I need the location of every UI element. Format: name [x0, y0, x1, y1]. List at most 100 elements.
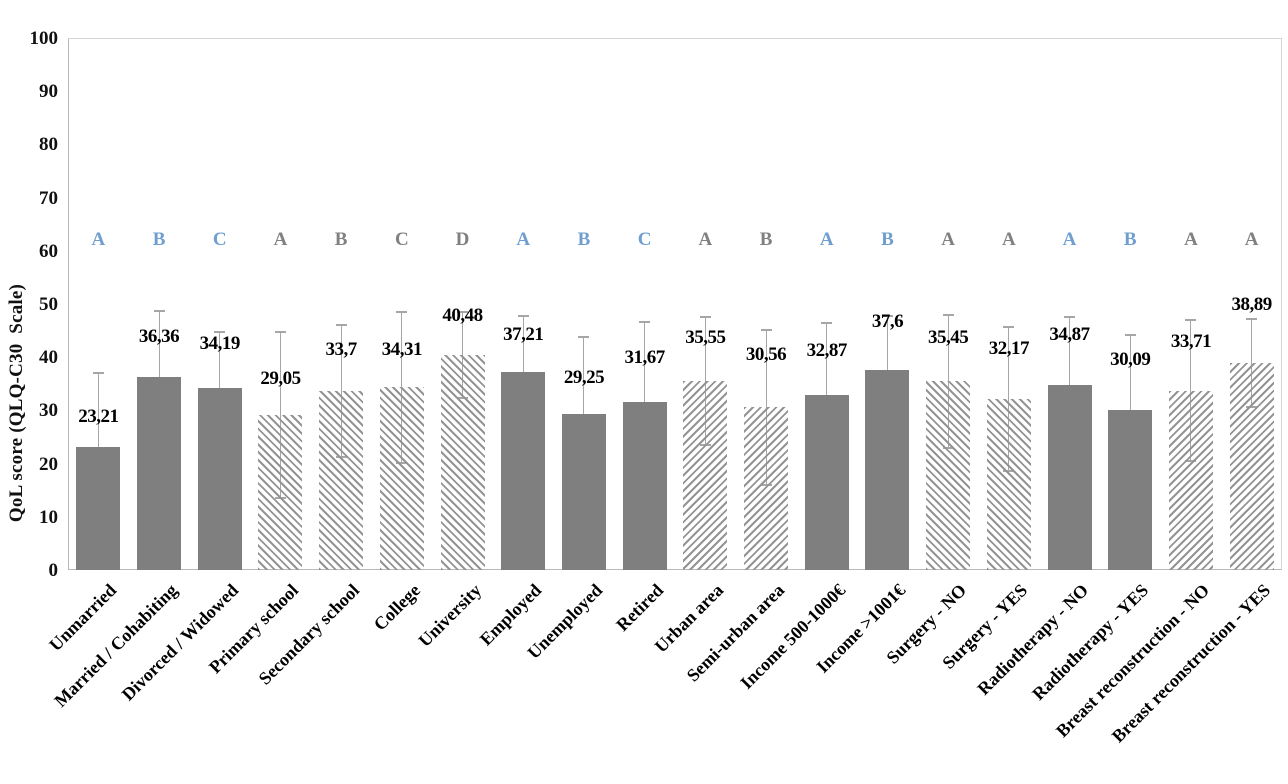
- significance-letter: A: [1062, 229, 1077, 251]
- error-bar: [1008, 327, 1010, 471]
- bar-value-label: 38,89: [1231, 294, 1273, 316]
- bar-value-label: 33,7: [325, 338, 358, 360]
- bar-value-label: 37,6: [871, 311, 904, 333]
- error-bar-cap: [335, 323, 347, 326]
- error-bar: [522, 316, 524, 428]
- significance-letter: B: [577, 229, 591, 251]
- x-axis-category-label: Radiotherapy - NO: [972, 580, 1092, 699]
- error-bar-cap: [1124, 333, 1136, 336]
- error-bar-cap: [1246, 317, 1258, 320]
- significance-letter: A: [1001, 229, 1016, 251]
- y-tick-label: 0: [48, 560, 59, 581]
- significance-letter: B: [1123, 229, 1137, 251]
- error-bar: [644, 322, 646, 481]
- bar-value-label: 32,17: [988, 338, 1030, 360]
- error-bar: [279, 332, 281, 499]
- error-bar: [97, 372, 99, 521]
- error-bar-cap: [639, 321, 651, 324]
- error-bar: [1190, 319, 1192, 462]
- bar-divorced-widowed: [197, 388, 242, 570]
- bar-employed: [501, 372, 546, 570]
- error-bar: [1069, 316, 1071, 453]
- bar-income-500-1000-: [804, 395, 849, 570]
- significance-letter: B: [881, 229, 894, 251]
- error-bar-cap: [821, 321, 833, 324]
- plot-area: [68, 38, 1282, 570]
- bar-value-label: 34,87: [1049, 323, 1090, 345]
- error-bar: [1251, 318, 1253, 408]
- bar-radiotherapy-no: [1047, 384, 1092, 570]
- bar-value-label: 36,36: [138, 325, 180, 347]
- significance-letter: B: [334, 229, 348, 251]
- significance-letter: A: [941, 229, 956, 251]
- error-bar: [219, 331, 221, 445]
- x-axis-category-label: University: [413, 580, 485, 651]
- bar-college: [379, 387, 424, 570]
- x-axis-category-label: Radiotherapy - YES: [1028, 580, 1153, 704]
- significance-letter: A: [516, 229, 531, 251]
- bar-value-label: 29,05: [260, 368, 301, 389]
- significance-letter: A: [1184, 229, 1198, 251]
- error-bar-cap: [578, 336, 590, 339]
- bar-radiotherapy-yes: [1108, 409, 1153, 570]
- bar-value-label: 30,09: [1110, 348, 1151, 370]
- y-tick-label: 80: [39, 134, 58, 156]
- bar-married-cohabiting: [137, 376, 182, 570]
- error-bar-cap: [396, 310, 408, 313]
- y-tick-label: 50: [39, 294, 58, 315]
- bar-value-label: 40,48: [442, 305, 483, 327]
- bar-surgery-yes: [986, 398, 1031, 570]
- error-bar-cap: [942, 313, 954, 316]
- error-bar: [158, 311, 160, 442]
- y-tick-label: 100: [29, 28, 59, 49]
- error-bar-cap: [1185, 318, 1197, 321]
- significance-letter: C: [637, 229, 652, 251]
- error-bar-cap: [1064, 315, 1076, 318]
- error-bar-cap: [699, 316, 711, 319]
- bar-semi-urban-area: [744, 407, 789, 570]
- error-bar: [401, 311, 403, 463]
- y-tick-label: 90: [39, 81, 58, 103]
- bar-value-label: 32,87: [806, 339, 848, 361]
- y-tick-label: 40: [39, 347, 58, 369]
- error-bar: [826, 322, 828, 468]
- bar-value-label: 35,55: [685, 327, 726, 349]
- bar-university: [440, 354, 485, 570]
- significance-letter: D: [455, 229, 470, 251]
- bar-unmarried: [76, 446, 121, 570]
- bar-income-1001-: [865, 369, 910, 570]
- bar-surgery-no: [926, 381, 971, 570]
- bar-value-label: 34,31: [381, 338, 423, 360]
- bar-value-label: 33,71: [1170, 330, 1212, 352]
- bar-breast-reconstruction-no: [1168, 390, 1213, 570]
- bar-urban-area: [683, 380, 728, 570]
- significance-letter: A: [819, 229, 834, 251]
- bar-value-label: 30,56: [745, 344, 787, 366]
- significance-letter: A: [698, 229, 713, 251]
- significance-letter: C: [394, 229, 409, 251]
- bar-value-label: 29,25: [563, 366, 605, 388]
- error-bar-cap: [881, 314, 893, 317]
- bar-value-label: 35,45: [928, 327, 969, 349]
- bar-breast-reconstruction-yes: [1229, 363, 1274, 570]
- error-bar: [340, 324, 342, 457]
- bar-unemployed: [561, 414, 606, 570]
- error-bar-cap: [1003, 326, 1015, 329]
- bar-value-label: 34,19: [199, 332, 241, 354]
- error-bar: [886, 315, 888, 425]
- error-bar-cap: [92, 371, 104, 374]
- error-bar: [1129, 334, 1131, 485]
- error-bar-cap: [274, 331, 286, 334]
- error-bar: [947, 314, 949, 448]
- y-tick-label: 20: [39, 453, 58, 475]
- significance-letter: B: [152, 229, 166, 251]
- error-bar: [704, 317, 706, 445]
- significance-letter: B: [759, 229, 773, 251]
- y-tick-label: 70: [39, 187, 58, 209]
- error-bar-cap: [214, 330, 226, 333]
- x-axis-category-label: College: [369, 580, 424, 635]
- error-bar-cap: [457, 310, 469, 313]
- significance-letter: A: [273, 229, 288, 251]
- error-bar-cap: [153, 310, 165, 313]
